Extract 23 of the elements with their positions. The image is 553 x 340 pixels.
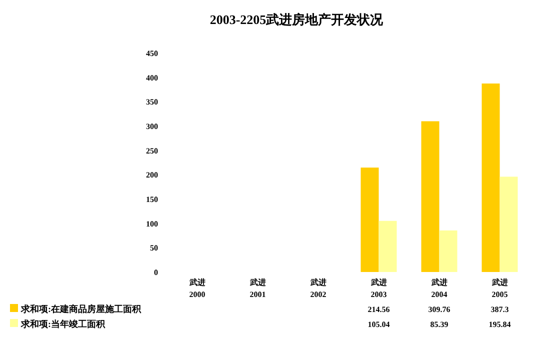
y-tick-label: 450 [146, 49, 158, 58]
y-tick-label: 150 [146, 195, 158, 204]
x-tick-label: 武进 2000 [188, 278, 206, 299]
x-tick-label: 武进 2002 [309, 278, 326, 299]
x-tick-label: 武进 2003 [370, 278, 387, 299]
y-tick-label: 100 [146, 219, 158, 228]
y-tick-label: 0 [154, 268, 158, 277]
bar [360, 168, 379, 272]
x-tick-label: 武进 2004 [430, 278, 448, 299]
y-tick-label: 250 [146, 146, 158, 156]
bar [439, 230, 458, 272]
bar [500, 176, 518, 272]
x-tick-label: 武进 2005 [490, 278, 508, 299]
y-tick-label: 50 [150, 244, 158, 253]
y-tick-label: 300 [146, 122, 158, 131]
title: 2003-2205武进房地产开发状况 [210, 12, 384, 27]
y-tick-label: 350 [146, 98, 158, 107]
y-tick-label: 200 [146, 170, 158, 180]
x-tick-label: 武进 2001 [248, 278, 266, 299]
bar [421, 121, 440, 272]
bar [378, 220, 397, 272]
y-tick-label: 400 [146, 73, 158, 82]
bar [482, 84, 500, 272]
